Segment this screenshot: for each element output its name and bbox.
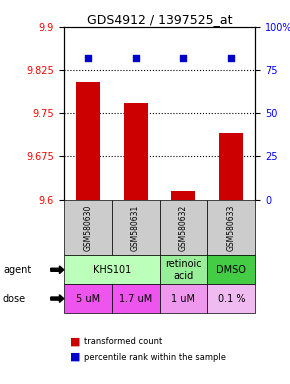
Bar bbox=[171, 191, 195, 200]
Text: 1 uM: 1 uM bbox=[171, 293, 195, 304]
Text: ■: ■ bbox=[70, 337, 80, 347]
Title: GDS4912 / 1397525_at: GDS4912 / 1397525_at bbox=[87, 13, 232, 26]
Text: GSM580633: GSM580633 bbox=[227, 204, 236, 251]
Text: GSM580631: GSM580631 bbox=[131, 204, 140, 251]
Text: DMSO: DMSO bbox=[216, 265, 246, 275]
Bar bbox=[76, 82, 100, 200]
Text: KHS101: KHS101 bbox=[93, 265, 131, 275]
Text: GSM580632: GSM580632 bbox=[179, 204, 188, 251]
Bar bbox=[207, 255, 255, 284]
Text: percentile rank within the sample: percentile rank within the sample bbox=[84, 353, 226, 362]
Bar bbox=[64, 255, 160, 284]
Text: 1.7 uM: 1.7 uM bbox=[119, 293, 152, 304]
Bar bbox=[124, 103, 148, 200]
Text: 5 uM: 5 uM bbox=[76, 293, 100, 304]
Text: dose: dose bbox=[3, 293, 26, 304]
Bar bbox=[112, 284, 160, 313]
Bar bbox=[160, 200, 207, 255]
Text: agent: agent bbox=[3, 265, 31, 275]
Bar bbox=[112, 200, 160, 255]
Bar bbox=[64, 200, 112, 255]
Bar bbox=[207, 200, 255, 255]
Bar bbox=[160, 284, 207, 313]
Text: 0.1 %: 0.1 % bbox=[218, 293, 245, 304]
Bar bbox=[219, 134, 243, 200]
Point bbox=[85, 55, 90, 61]
Bar bbox=[207, 284, 255, 313]
Bar bbox=[64, 284, 112, 313]
Text: retinoic
acid: retinoic acid bbox=[165, 259, 202, 281]
Text: ■: ■ bbox=[70, 352, 80, 362]
Text: transformed count: transformed count bbox=[84, 337, 162, 346]
Bar bbox=[160, 255, 207, 284]
Point bbox=[181, 55, 186, 61]
Point bbox=[133, 55, 138, 61]
Point bbox=[229, 55, 233, 61]
Text: GSM580630: GSM580630 bbox=[83, 204, 92, 251]
